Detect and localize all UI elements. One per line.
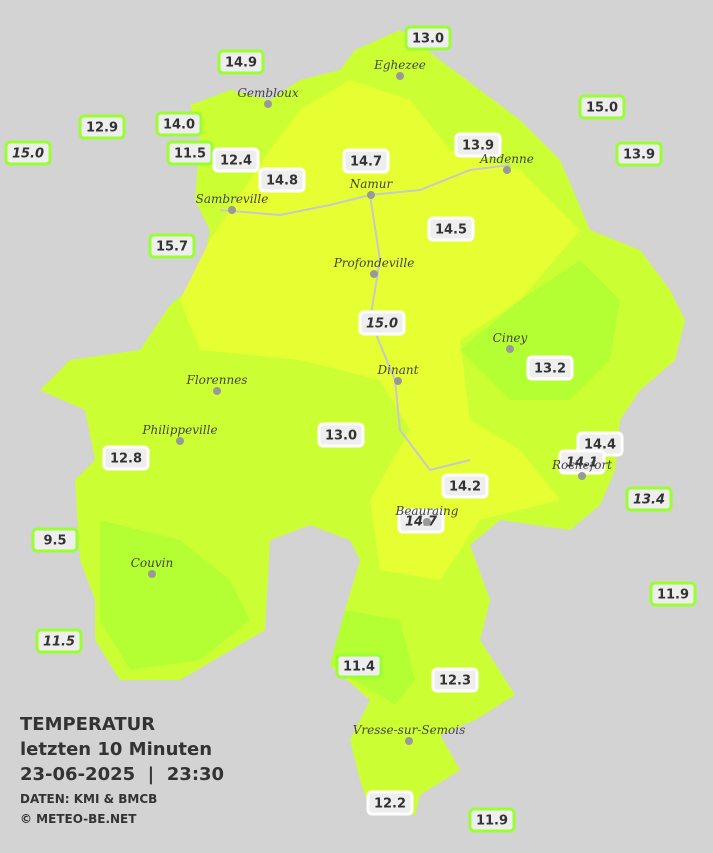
station-value: 14.0 [163,118,195,133]
station-box [155,111,203,137]
station-value: 11.9 [657,588,689,603]
station-box [649,581,697,607]
station-value: 14.4 [584,438,616,453]
station-box [397,508,445,534]
station-value: 13.9 [462,139,494,154]
station-box [335,653,383,679]
station-value: 14.2 [449,480,481,495]
city-name: Dinant [377,363,419,377]
station-value: 14.5 [435,223,467,238]
station-value: 13.4 [633,493,665,508]
city-name: Namur [349,177,394,191]
station-value: 12.2 [374,797,406,812]
city-dot [176,437,184,445]
station-value: 11.5 [43,635,75,650]
city-name: Profondeville [333,256,415,270]
station-value: 15.0 [366,317,398,332]
station-box [102,445,150,471]
station-value: 15.0 [12,147,44,162]
station-value: 13.0 [325,429,357,444]
source: DATEN: KMI & BMCB [20,792,157,806]
station-value: 15.0 [586,101,618,116]
station-value: 14.8 [266,174,298,189]
city-name: Florennes [186,373,248,387]
city-dot [367,191,375,199]
station-value: 12.3 [439,674,471,689]
station-box [35,628,83,654]
city-dot [405,737,413,745]
subtitle: letzten 10 Minuten [20,739,212,760]
city-dot [503,166,511,174]
station-value: 14.9 [225,56,257,71]
city-name: Vresse-sur-Semois [353,723,466,737]
city-dot [370,270,378,278]
station-box [258,167,306,193]
city-name: Rochefort [551,458,612,472]
city-dot [228,206,236,214]
city-name: Andenne [479,152,534,166]
station-value: 15.7 [156,240,188,255]
station-box [431,667,479,693]
station-value: 11.5 [174,147,206,162]
station-value: 13.0 [412,32,444,47]
city-dot [148,570,156,578]
station-box [4,140,52,166]
city-dot [396,72,404,80]
station-box [615,141,663,167]
station-box [526,355,574,381]
station-box [441,473,489,499]
city-name: Beauraing [395,504,459,518]
station-box [625,486,673,512]
station-box [358,310,406,336]
copyright: © METEO-BE.NET [20,812,137,826]
station-box [468,807,516,833]
station-box [454,132,502,158]
station-box [578,94,626,120]
city-name: Philippeville [141,423,217,437]
city-dot [394,377,402,385]
city-dot [506,345,514,353]
datetime: 23-06-2025 | 23:30 [20,764,224,785]
station-value: 11.4 [343,660,375,675]
station-box [342,148,390,174]
station-box [78,114,126,140]
city-dot [423,518,431,526]
city-name: Eghezee [373,58,426,72]
station-value: 12.9 [86,121,118,136]
station-value: 13.2 [534,362,566,377]
station-box [366,790,414,816]
station-box [212,147,260,173]
station-box [148,233,196,259]
station-value: 14.7 [350,155,382,170]
city-name: Gembloux [237,86,299,100]
station-value: 9.5 [43,534,66,549]
city-name: Sambreville [196,192,269,206]
station-value: 14.1 [566,456,598,471]
city-dot [264,100,272,108]
station-value: 11.9 [476,814,508,829]
title: TEMPERATUR [20,714,155,735]
station-box [217,49,265,75]
station-box [31,527,79,553]
station-box [427,216,475,242]
city-name: Couvin [131,556,173,570]
station-value: 14.7 [405,515,438,530]
station-value: 13.9 [623,148,655,163]
station-box [166,140,214,166]
city-dot [213,387,221,395]
station-box [404,25,452,51]
city-dot [578,472,586,480]
station-value: 12.8 [110,452,142,467]
city-name: Ciney [493,331,528,345]
cool-zone [100,260,620,705]
station-box [317,422,365,448]
station-value: 12.4 [220,154,252,169]
